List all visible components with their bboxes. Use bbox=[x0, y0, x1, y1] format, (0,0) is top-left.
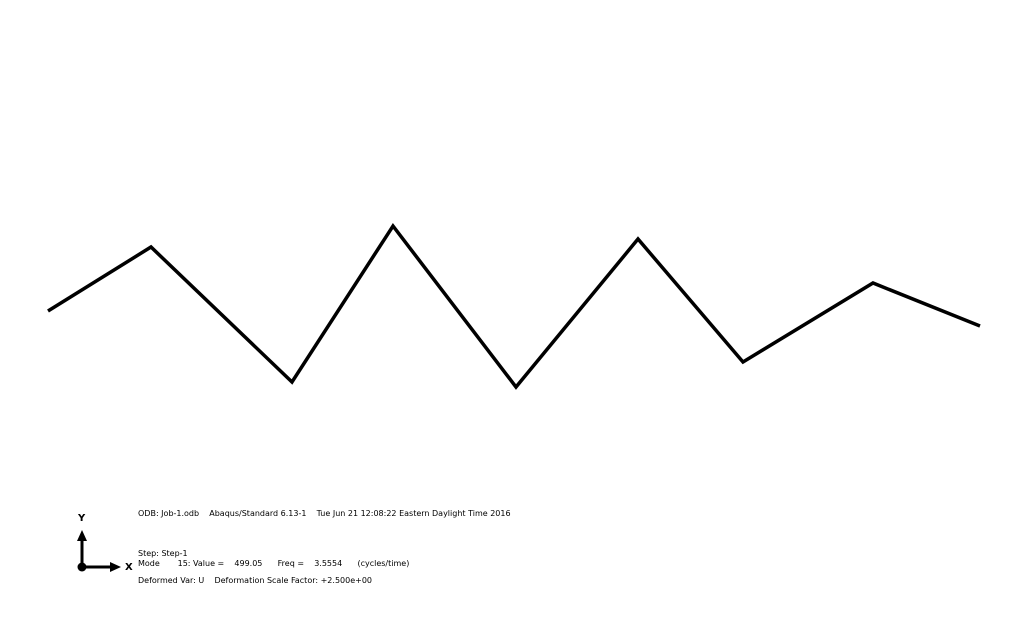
coordinate-triad: Y X bbox=[77, 513, 133, 573]
triad-x-label: X bbox=[125, 562, 133, 573]
triad-origin bbox=[77, 562, 87, 572]
deformed-mode-shape[interactable] bbox=[47, 222, 981, 390]
triad-y-arrowhead bbox=[77, 530, 87, 541]
deformed-var-line: Deformed Var: U Deformation Scale Factor… bbox=[138, 576, 372, 585]
step-info-line: Step: Step-1 bbox=[138, 549, 188, 558]
mode-info-line: Mode 15: Value = 499.05 Freq = 3.5554 (c… bbox=[138, 559, 409, 568]
triad-x-arrowhead bbox=[110, 562, 121, 572]
odb-info-line: ODB: Job-1.odb Abaqus/Standard 6.13-1 Tu… bbox=[138, 509, 511, 518]
triad-y-label: Y bbox=[77, 513, 86, 524]
info-legend: ODB: Job-1.odb Abaqus/Standard 6.13-1 Tu… bbox=[138, 509, 511, 585]
